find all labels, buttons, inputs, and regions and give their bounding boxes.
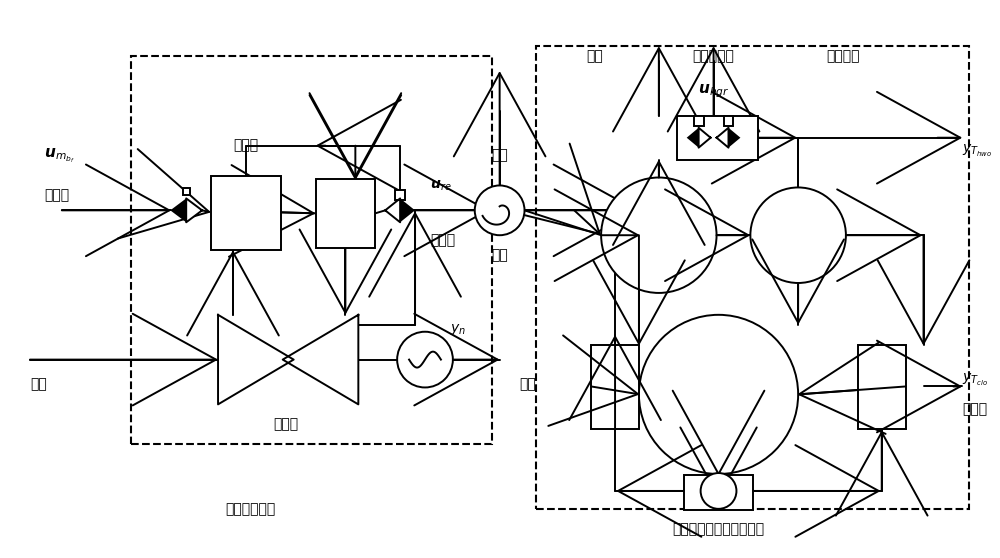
Bar bbox=[694, 116, 704, 126]
Text: $\boldsymbol{u}_{re}$: $\boldsymbol{u}_{re}$ bbox=[430, 178, 452, 193]
Circle shape bbox=[750, 187, 846, 283]
Bar bbox=[677, 116, 758, 160]
Text: $y_{T_{hwo}}$: $y_{T_{hwo}}$ bbox=[962, 143, 993, 158]
Text: 微型燃气轮机: 微型燃气轮机 bbox=[226, 502, 276, 516]
Polygon shape bbox=[218, 315, 294, 405]
Polygon shape bbox=[400, 199, 415, 222]
Bar bbox=[131, 56, 492, 444]
Circle shape bbox=[475, 185, 525, 235]
Text: 烟气: 烟气 bbox=[491, 148, 508, 162]
Text: 冷媒水: 冷媒水 bbox=[962, 402, 987, 416]
Text: 回热阀: 回热阀 bbox=[430, 233, 455, 247]
Bar bbox=[858, 345, 906, 429]
Bar bbox=[183, 189, 190, 195]
Polygon shape bbox=[186, 199, 202, 222]
Text: $y_{n}$: $y_{n}$ bbox=[450, 323, 466, 337]
Circle shape bbox=[397, 332, 453, 387]
Polygon shape bbox=[283, 315, 358, 405]
Polygon shape bbox=[717, 128, 728, 148]
Text: 双效溴化锂吸收式制冷机: 双效溴化锂吸收式制冷机 bbox=[672, 522, 765, 536]
Text: $\boldsymbol{u}_{m_{b_f}}$: $\boldsymbol{u}_{m_{b_f}}$ bbox=[44, 146, 75, 165]
Text: 废气: 废气 bbox=[586, 49, 603, 63]
Bar bbox=[684, 475, 753, 510]
Circle shape bbox=[601, 177, 717, 293]
Circle shape bbox=[701, 473, 736, 509]
Circle shape bbox=[639, 315, 798, 474]
Text: 供电: 供电 bbox=[520, 377, 536, 392]
Bar bbox=[211, 176, 281, 250]
Bar bbox=[536, 46, 969, 509]
Polygon shape bbox=[385, 199, 400, 222]
Bar bbox=[724, 116, 733, 126]
Text: 风机: 风机 bbox=[491, 248, 508, 262]
Polygon shape bbox=[699, 128, 711, 148]
Text: $y_{T_{clo}}$: $y_{T_{clo}}$ bbox=[962, 372, 988, 388]
Text: 燃烧器: 燃烧器 bbox=[233, 139, 258, 153]
Polygon shape bbox=[170, 199, 186, 222]
Text: 高压冷剂阀: 高压冷剂阀 bbox=[693, 49, 734, 63]
Text: 生活热水: 生活热水 bbox=[826, 49, 860, 63]
Bar bbox=[395, 190, 405, 200]
Text: 压缩机: 压缩机 bbox=[273, 417, 298, 431]
Polygon shape bbox=[687, 128, 699, 148]
Text: 燃料阀: 燃料阀 bbox=[44, 189, 69, 203]
Text: 空气: 空气 bbox=[30, 377, 47, 392]
Bar bbox=[591, 345, 639, 429]
Polygon shape bbox=[728, 128, 740, 148]
Text: $\boldsymbol{u}_{hgr}$: $\boldsymbol{u}_{hgr}$ bbox=[698, 82, 729, 100]
Bar bbox=[316, 179, 375, 248]
